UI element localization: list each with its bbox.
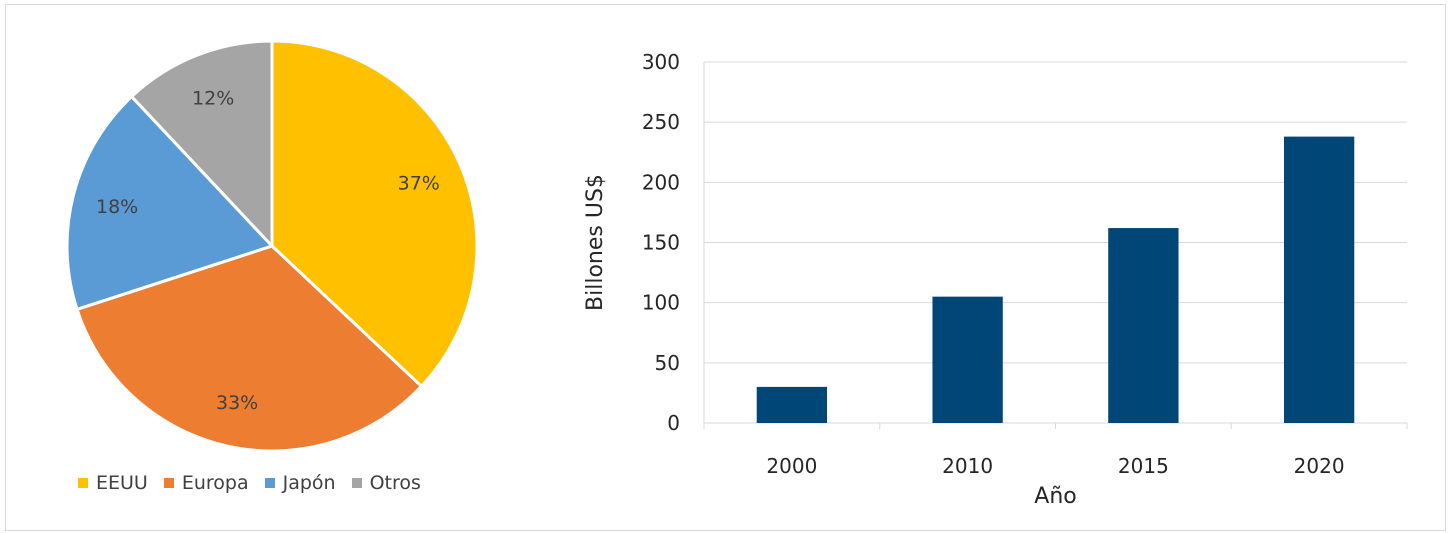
x-tick-label-2020: 2020	[1294, 454, 1345, 478]
pie-slice-eeuu	[270, 39, 479, 389]
pie-slice-otros	[129, 39, 274, 250]
legend-item-japon: Japón	[264, 472, 336, 494]
y-tick-label-300: 300	[642, 50, 680, 74]
pie-slice-japon	[65, 94, 275, 312]
legend-swatch-otros	[351, 478, 362, 488]
y-axis-title: Billones US$	[583, 174, 608, 311]
legend-label-japon: Japón	[282, 472, 336, 494]
x-tick-label-2000: 2000	[766, 454, 817, 478]
legend-swatch-europa	[163, 478, 174, 488]
x-tick-label-2010: 2010	[942, 454, 993, 478]
pie-legend: EEUU Europa Japón Otros	[78, 472, 421, 494]
legend-item-europa: Europa	[163, 472, 249, 494]
pie-data-label-eeuu: 37%	[398, 172, 440, 194]
bar-2000	[756, 386, 828, 423]
legend-label-otros: Otros	[369, 472, 421, 494]
pie-slice-europa	[75, 244, 424, 453]
x-tick-label-2015: 2015	[1118, 454, 1169, 478]
pie-data-label-europa: 33%	[216, 392, 258, 414]
bar-2015	[1108, 228, 1179, 423]
legend-swatch-eeuu	[78, 478, 88, 488]
x-axis-title: Año	[1034, 484, 1076, 509]
legend-swatch-japon	[264, 478, 275, 488]
y-tick-label-50: 50	[655, 351, 680, 375]
y-tick-label-100: 100	[642, 291, 680, 315]
pie-data-label-otros: 12%	[192, 87, 234, 109]
bar-2020	[1283, 136, 1355, 423]
legend-label-europa: Europa	[181, 472, 249, 494]
y-tick-label-0: 0	[667, 411, 680, 435]
y-tick-label-150: 150	[642, 231, 680, 255]
pie-data-label-japon: 18%	[96, 196, 138, 218]
y-tick-label-250: 250	[642, 110, 680, 134]
y-tick-label-200: 200	[642, 170, 680, 194]
bar-2010	[932, 296, 1003, 423]
legend-item-eeuu: EEUU	[78, 472, 148, 494]
legend-item-otros: Otros	[351, 472, 421, 494]
legend-label-eeuu: EEUU	[96, 472, 148, 494]
